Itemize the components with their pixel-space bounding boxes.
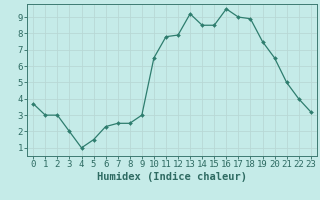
X-axis label: Humidex (Indice chaleur): Humidex (Indice chaleur) (97, 172, 247, 182)
